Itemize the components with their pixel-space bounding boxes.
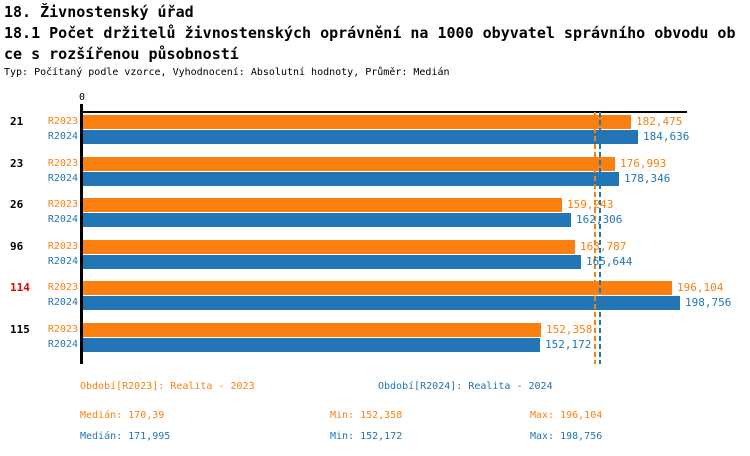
series-tick-label: R2023 (47, 116, 78, 127)
series-tick-label: R2023 (47, 157, 78, 169)
bar-r2024 (83, 296, 680, 311)
series-tick-label: R2024 (47, 255, 78, 267)
bar-r2024 (83, 130, 638, 144)
bar-value-label: 182,475 (636, 115, 683, 128)
chart-title-line-2: ce s rozšířenou působností (4, 45, 239, 63)
bar-r2024 (83, 338, 540, 352)
bar-r2023 (83, 198, 562, 213)
bar-value-label: 162,306 (576, 213, 623, 227)
bar-r2023 (83, 115, 631, 129)
bar-value-label: 165,644 (586, 254, 633, 268)
bar-r2024 (83, 213, 571, 228)
series-tick-label: R2024 (47, 172, 78, 184)
legend-series-r2024: Období[R2024]: Realita - 2024 (378, 381, 553, 392)
stat-median-2023: Medián: 170,39 (80, 410, 165, 421)
bar-value-label: 152,358 (546, 323, 593, 336)
series-tick-label: R2023 (47, 199, 78, 211)
median-line-r2023 (594, 112, 596, 364)
category-label: 96 (10, 239, 24, 253)
category-label: 21 (10, 115, 24, 128)
series-tick-label: R2023 (47, 240, 78, 252)
bar-value-label: 198,756 (685, 296, 732, 310)
median-line-r2024 (599, 112, 601, 364)
category-label: 26 (10, 198, 24, 212)
bar-r2024 (83, 171, 619, 186)
x-axis-line (80, 111, 687, 113)
bar-value-label: 163,787 (580, 239, 627, 253)
stat-min-2024: Min: 152,172 (330, 431, 403, 442)
bar-r2023 (83, 323, 541, 337)
bar-value-label: 159,243 (567, 198, 614, 212)
category-label: 115 (10, 323, 30, 336)
bar-r2023 (83, 281, 672, 296)
series-tick-label: R2024 (47, 214, 78, 226)
stat-min-2023: Min: 152,358 (330, 410, 403, 421)
bar-value-label: 152,172 (545, 338, 592, 351)
stat-median-2024: Medián: 171,995 (80, 431, 171, 442)
x-axis-zero-tick-label: 0 (78, 92, 86, 103)
bar-r2024 (83, 254, 581, 269)
category-label: 114 (10, 281, 30, 295)
stat-max-2023: Max: 196,104 (530, 410, 603, 421)
bar-value-label: 176,993 (620, 156, 667, 170)
chart-meta-info: Typ: Počítaný podle vzorce, Vyhodnocení:… (4, 67, 450, 78)
bar-value-label: 184,636 (643, 130, 690, 143)
bar-r2023 (83, 156, 615, 171)
chart-section-title: 18. Živnostenský úřad (4, 3, 194, 21)
chart-title-line-1: 18.1 Počet držitelů živnostenských opráv… (4, 24, 736, 42)
series-tick-label: R2024 (47, 297, 78, 309)
y-axis-line (80, 104, 83, 364)
bar-r2023 (83, 239, 575, 254)
legend-series-r2023: Období[R2023]: Realita - 2023 (80, 381, 255, 392)
bar-value-label: 178,346 (624, 171, 671, 185)
series-tick-label: R2023 (47, 282, 78, 294)
bar-value-label: 196,104 (677, 281, 724, 295)
stat-max-2024: Max: 198,756 (530, 431, 603, 442)
series-tick-label: R2024 (47, 339, 78, 350)
category-label: 23 (10, 156, 24, 170)
series-tick-label: R2024 (47, 131, 78, 142)
series-tick-label: R2023 (47, 324, 78, 335)
